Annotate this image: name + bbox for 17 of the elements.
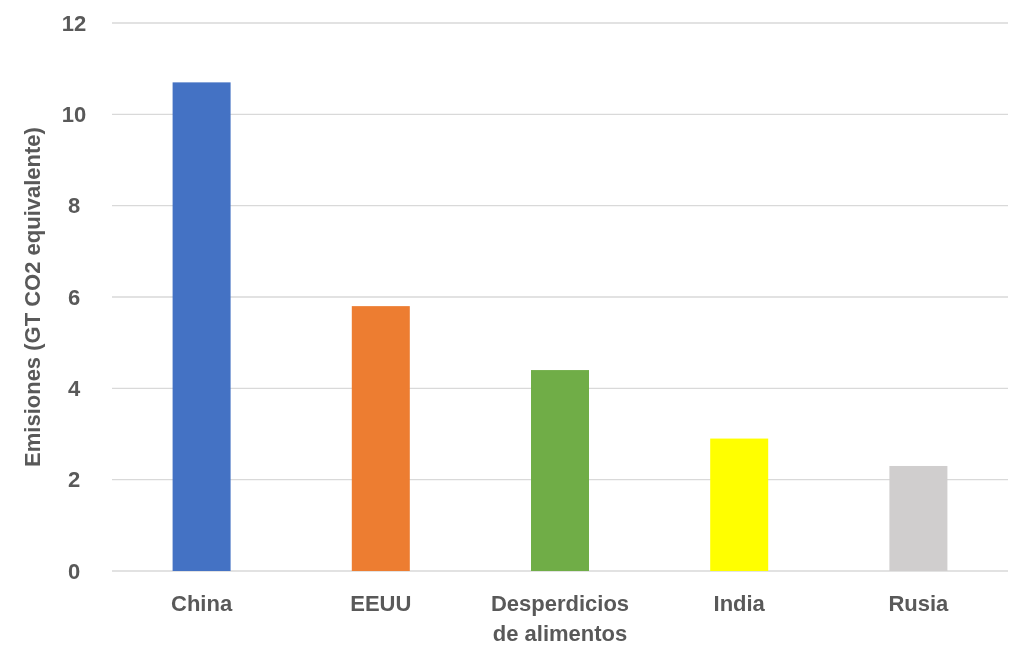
x-tick-label: EEUU [350, 591, 412, 616]
y-tick-label: 12 [61, 10, 87, 36]
bar [531, 370, 589, 571]
bar [710, 438, 769, 571]
x-tick-label: Rusia [888, 591, 950, 616]
bar [351, 306, 410, 571]
bar [172, 82, 231, 571]
y-tick-label: 10 [61, 102, 87, 128]
y-tick-label: 8 [67, 193, 81, 219]
y-tick-label: 4 [67, 376, 81, 402]
x-tick-label: Desperdicios de alimentos [490, 591, 630, 646]
y-axis-title: Emisiones (GT CO2 equivalente) [19, 127, 45, 467]
x-tick-label: China [171, 591, 233, 616]
y-tick-label: 2 [67, 467, 81, 493]
x-tick-label: India [713, 591, 766, 616]
y-tick-label: 6 [67, 284, 81, 310]
y-tick-label: 0 [67, 558, 81, 584]
